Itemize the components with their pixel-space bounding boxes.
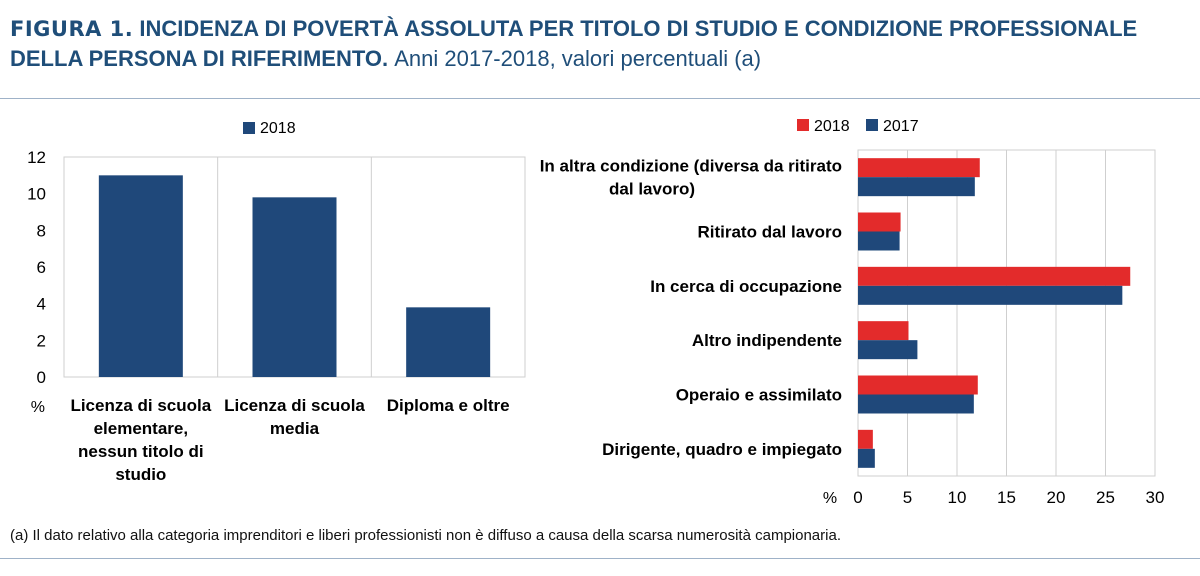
footnote: (a) Il dato relativo alla categoria impr…	[10, 527, 841, 544]
bar-2017	[858, 285, 1123, 305]
category-label: studio	[115, 465, 166, 484]
legend-label-2018: 2018	[814, 118, 850, 135]
bar-2017	[858, 448, 875, 468]
x-tick-label: 20	[1047, 488, 1066, 507]
bar-2017	[858, 177, 975, 197]
x-tick-label: 25	[1096, 488, 1115, 507]
y-tick-label: 0	[37, 368, 46, 387]
y-tick-label: 2	[37, 331, 46, 350]
figure-label: FIGURA 1.	[10, 17, 134, 41]
legend-label-2017: 2017	[883, 118, 919, 135]
x-tick-label: 15	[997, 488, 1016, 507]
category-label: Diploma e oltre	[387, 396, 510, 415]
bar-2018	[858, 212, 901, 232]
y-tick-label: 12	[27, 148, 46, 167]
title-main: INCIDENZA DI POVERTÀ ASSOLUTA PER TITOLO…	[139, 16, 1138, 41]
x-unit-label: %	[823, 490, 837, 507]
category-label: Ritirato dal lavoro	[697, 223, 842, 242]
category-label: In altra condizione (diversa da ritirato	[540, 157, 842, 176]
legend-swatch-2018	[243, 122, 255, 134]
bar-2018	[858, 321, 909, 341]
x-tick-label: 5	[903, 488, 912, 507]
bar-2018	[98, 175, 183, 377]
legend-swatch-2017	[866, 119, 878, 131]
category-label: media	[270, 419, 320, 438]
category-label: Dirigente, quadro e impiegato	[602, 440, 842, 459]
title-line-1: FIGURA 1. INCIDENZA DI POVERTÀ ASSOLUTA …	[10, 14, 1190, 44]
bar-2017	[858, 231, 900, 251]
legend-label-2018: 2018	[260, 120, 296, 137]
bar-2018	[858, 266, 1131, 286]
y-tick-label: 8	[37, 221, 46, 240]
x-tick-label: 30	[1146, 488, 1165, 507]
y-tick-label: 10	[27, 185, 46, 204]
bar-2018	[858, 375, 978, 395]
y-tick-label: 4	[37, 295, 46, 314]
legend-swatch-2018	[797, 119, 809, 131]
figure-title: FIGURA 1. INCIDENZA DI POVERTÀ ASSOLUTA …	[10, 14, 1190, 74]
y-tick-label: 6	[37, 258, 46, 277]
y-unit-label: %	[31, 399, 45, 416]
category-label: nessun titolo di	[78, 442, 204, 461]
category-label: Licenza di scuola	[70, 396, 211, 415]
category-label: In cerca di occupazione	[650, 277, 842, 296]
top-divider	[0, 98, 1200, 99]
bar-2017	[858, 340, 918, 360]
category-label: Altro indipendente	[692, 331, 842, 350]
bar-2018	[858, 429, 873, 449]
category-label: Operaio e assimilato	[676, 386, 842, 405]
bar-2017	[858, 394, 974, 414]
bottom-divider	[0, 558, 1200, 559]
x-tick-label: 0	[853, 488, 862, 507]
category-label: dal lavoro)	[609, 180, 695, 199]
title-subtitle: Anni 2017-2018, valori percentuali (a)	[394, 46, 762, 71]
title-line-2: DELLA PERSONA DI RIFERIMENTO. Anni 2017-…	[10, 44, 1190, 74]
bar-2018	[406, 307, 491, 377]
category-label: elementare,	[94, 419, 189, 438]
x-tick-label: 10	[948, 488, 967, 507]
category-label: Licenza di scuola	[224, 396, 365, 415]
title-main-cont: DELLA PERSONA DI RIFERIMENTO.	[10, 46, 389, 71]
bar-2018	[252, 197, 337, 377]
bar-2018	[858, 158, 980, 178]
